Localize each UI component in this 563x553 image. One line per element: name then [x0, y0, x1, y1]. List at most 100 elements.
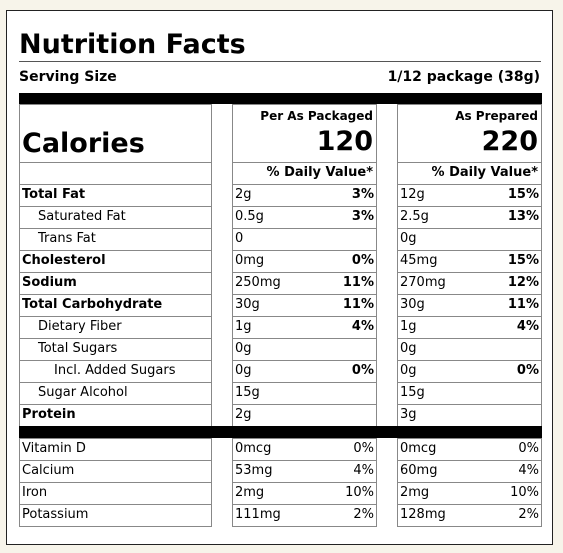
value-cell: 30g 11% [232, 294, 377, 317]
value-cell: 30g 11% [397, 294, 542, 317]
amount: 270mg [400, 275, 446, 290]
amount: 12g [400, 187, 425, 202]
daily-value: 4% [516, 319, 539, 334]
daily-value: 2% [518, 507, 539, 522]
column-heading: Per As Packaged [260, 109, 373, 123]
amount: 30g [400, 297, 425, 312]
value-cell: 0g 0% [232, 360, 377, 383]
daily-value: 3% [351, 209, 374, 224]
daily-value: 11% [342, 275, 374, 290]
nutrient-name: Vitamin D [19, 438, 212, 461]
value-cell: 0mg 0% [232, 250, 377, 273]
daily-value: 10% [345, 485, 374, 500]
calories-value: 120 [316, 126, 373, 157]
value-cell: 0mcg 0% [232, 438, 377, 461]
value-cell: 2g 3% [232, 184, 377, 207]
amount: 45mg [400, 253, 438, 268]
title: Nutrition Facts [19, 29, 246, 60]
value-cell: 2mg 10% [397, 482, 542, 505]
daily-value: 13% [507, 209, 539, 224]
value-cell: 53mg 4% [232, 460, 377, 483]
thick-bar [19, 93, 542, 104]
amount: 0g [235, 363, 252, 378]
amount: 1g [235, 319, 252, 334]
value-cell: 3g [397, 404, 542, 427]
nutrient-name: Trans Fat [19, 228, 212, 251]
amount: 2g [235, 187, 252, 202]
value-cell: 1g 4% [397, 316, 542, 339]
amount: 15g [400, 385, 425, 400]
amount: 30g [235, 297, 260, 312]
value-cell: 45mg 15% [397, 250, 542, 273]
amount: 0g [235, 341, 252, 356]
amount: 0mg [235, 253, 265, 268]
nutrient-name: Cholesterol [19, 250, 212, 273]
value-cell: 12g 15% [397, 184, 542, 207]
amount: 0g [400, 341, 417, 356]
value-cell: 0g [397, 228, 542, 251]
nutrient-name: Total Sugars [19, 338, 212, 361]
serving-size-label: Serving Size [19, 69, 117, 85]
nutrient-name: Dietary Fiber [19, 316, 212, 339]
amount: 0 [235, 231, 244, 246]
nutrient-name: Iron [19, 482, 212, 505]
daily-value: 12% [507, 275, 539, 290]
value-cell: 2.5g 13% [397, 206, 542, 229]
nutrient-name: Sugar Alcohol [19, 382, 212, 405]
amount: 2mg [400, 485, 430, 500]
nutrition-label: Nutrition Facts Serving Size 1/12 packag… [6, 10, 553, 545]
value-cell: 2g [232, 404, 377, 427]
amount: 0mcg [235, 441, 272, 456]
value-cell: 270mg 12% [397, 272, 542, 295]
thick-bar [19, 426, 542, 438]
amount: 0g [400, 231, 417, 246]
daily-value: 4% [351, 319, 374, 334]
value-cell: 111mg 2% [232, 504, 377, 527]
daily-value: 10% [510, 485, 539, 500]
nutrient-name: Total Fat [19, 184, 212, 207]
daily-value: 2% [353, 507, 374, 522]
value-cell: 250mg 11% [232, 272, 377, 295]
daily-value: 0% [516, 363, 539, 378]
daily-value: 11% [342, 297, 374, 312]
amount: 250mg [235, 275, 281, 290]
calories-value: 220 [481, 126, 538, 157]
title-rule [19, 61, 541, 62]
daily-value: 3% [351, 187, 374, 202]
amount: 2mg [235, 485, 265, 500]
nutrient-name: Total Carbohydrate [19, 294, 212, 317]
daily-value: 0% [518, 441, 539, 456]
daily-value: 4% [518, 463, 539, 478]
column-heading: As Prepared [455, 109, 538, 123]
amount: 2.5g [400, 209, 429, 224]
amount: 111mg [235, 507, 281, 522]
nutrient-name: Protein [19, 404, 212, 427]
value-cell: 0 [232, 228, 377, 251]
value-cell: 0g 0% [397, 360, 542, 383]
value-cell: 0g [232, 338, 377, 361]
nutrient-name: Incl. Added Sugars [19, 360, 212, 383]
daily-value: 0% [353, 441, 374, 456]
value-cell: 60mg 4% [397, 460, 542, 483]
amount: 1g [400, 319, 417, 334]
amount: 128mg [400, 507, 446, 522]
value-cell: 128mg 2% [397, 504, 542, 527]
amount: 60mg [400, 463, 438, 478]
amount: 0g [400, 363, 417, 378]
value-cell: 0mcg 0% [397, 438, 542, 461]
dv-heading: % Daily Value* [232, 162, 377, 185]
value-cell: 0.5g 3% [232, 206, 377, 229]
calories-label: Calories [22, 128, 145, 159]
nutrient-name: Saturated Fat [19, 206, 212, 229]
value-cell: 15g [232, 382, 377, 405]
serving-size: 1/12 package (38g) [387, 69, 540, 85]
value-cell: 15g [397, 382, 542, 405]
daily-value: 11% [507, 297, 539, 312]
nutrient-name: Calcium [19, 460, 212, 483]
daily-value: 0% [351, 363, 374, 378]
amount: 3g [400, 407, 417, 422]
nutrient-name: Sodium [19, 272, 212, 295]
daily-value: 4% [353, 463, 374, 478]
amount: 0mcg [400, 441, 437, 456]
